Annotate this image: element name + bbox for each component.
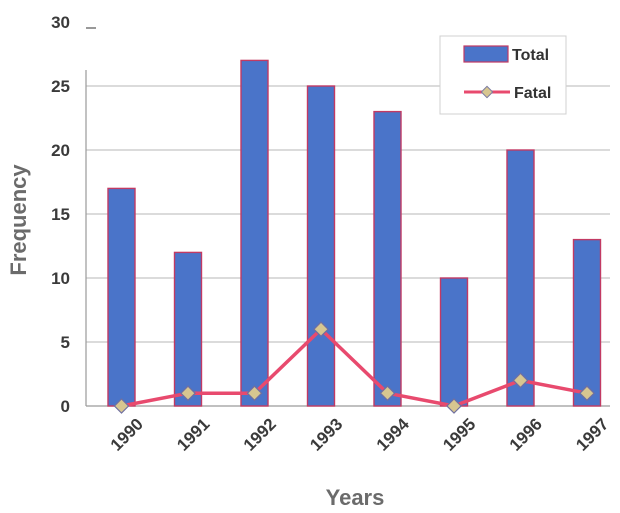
legend-label-total: Total: [512, 47, 549, 64]
x-tick-label: 1994: [373, 414, 414, 455]
marker-fatal: [446, 398, 462, 414]
y-tick-labels: 0 5 10 15 20 25 30: [51, 13, 70, 416]
x-tick-label: 1992: [240, 415, 280, 455]
legend-swatch-total: [463, 45, 509, 63]
x-tick-label: 1996: [506, 415, 546, 455]
bar-total: [173, 251, 203, 407]
marker-fatal: [180, 385, 196, 402]
bar-series-total: [107, 59, 602, 407]
y-axis-title: Frequency: [6, 164, 31, 276]
y-tick-label: 15: [51, 205, 70, 224]
legend-marker-fatal: [480, 85, 494, 99]
marker-fatal: [379, 385, 396, 402]
marker-fatal: [512, 372, 529, 389]
x-tick-label: 1995: [439, 415, 479, 455]
bar-total: [439, 277, 469, 407]
x-tick-label: 1997: [572, 415, 612, 455]
x-tick-label: 1993: [306, 415, 346, 455]
bar-total: [107, 187, 136, 407]
bar-total: [306, 85, 336, 407]
x-tick-label: 1990: [107, 415, 147, 455]
x-tick-labels: 1990 1991 1992 1993 1994 1995 1996 1997: [107, 414, 613, 455]
marker-fatal: [246, 385, 263, 402]
legend: Total Fatal: [439, 35, 567, 115]
bar-total: [240, 59, 269, 407]
legend-label-fatal: Fatal: [514, 85, 551, 102]
line-fatal: [121, 327, 588, 408]
y-tick-label: 20: [51, 141, 70, 160]
line-series-fatal: [113, 321, 595, 414]
y-tick-label: 25: [51, 77, 70, 96]
marker-fatal: [113, 398, 130, 414]
bar-total: [506, 149, 535, 407]
y-tick-label: 5: [61, 333, 70, 352]
bar-total: [373, 110, 402, 407]
x-axis-title: Years: [326, 485, 385, 510]
y-tick-label: 10: [51, 269, 70, 288]
y-tick-label: 0: [61, 397, 70, 416]
marker-fatal: [579, 385, 595, 402]
bar-total: [572, 238, 602, 407]
marker-fatal: [313, 321, 329, 338]
y-tick-label: 30: [51, 13, 70, 32]
x-tick-label: 1991: [173, 415, 213, 455]
